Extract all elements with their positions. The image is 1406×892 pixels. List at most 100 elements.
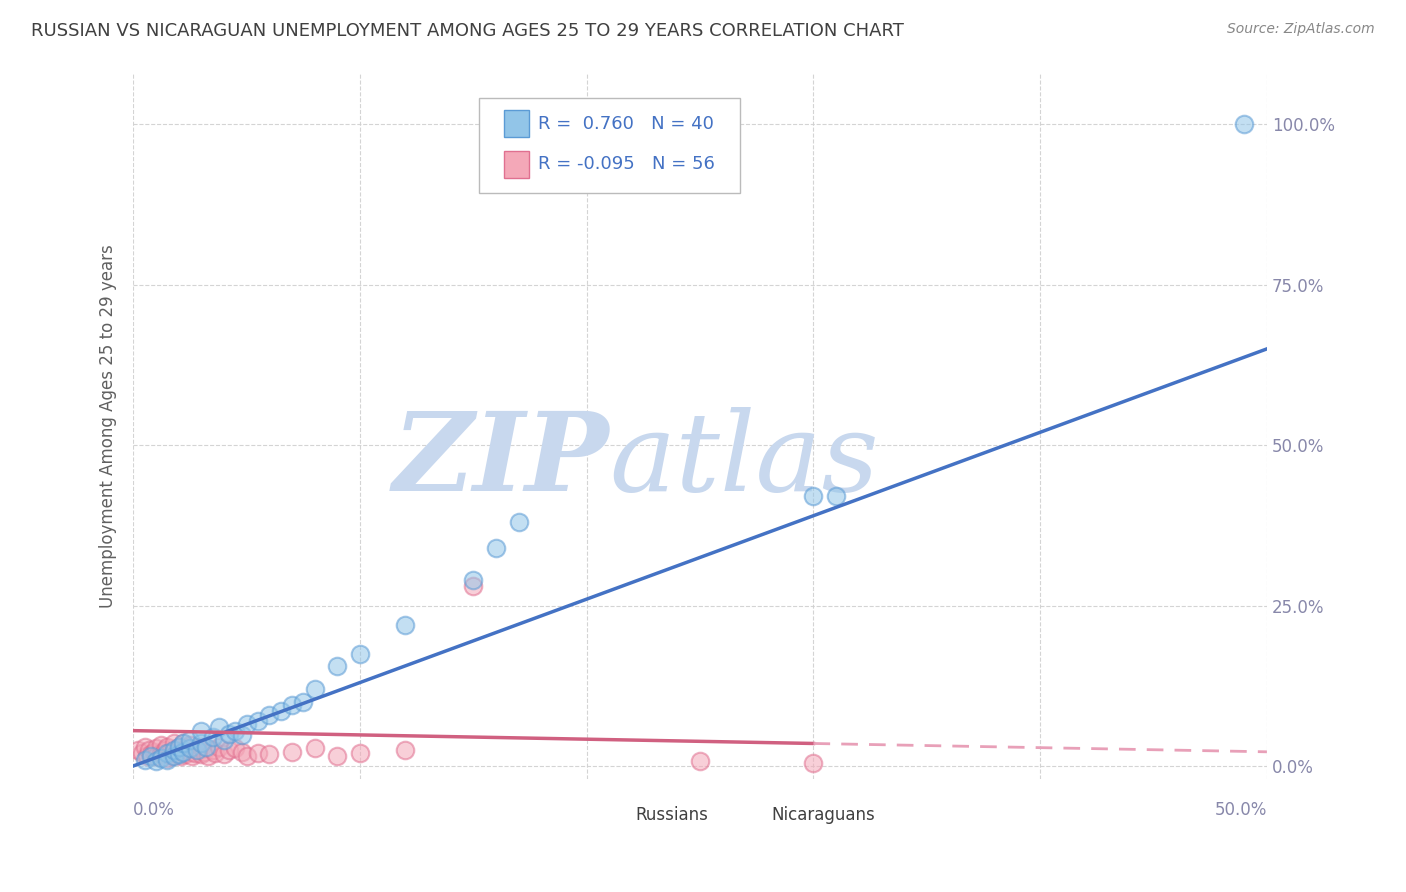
Point (167, 747, 190, 762)
Point (190, 723, 212, 738)
Point (186, 743, 208, 757)
Point (349, 647, 371, 661)
Point (172, 736, 194, 750)
Point (145, 741, 167, 756)
Point (172, 745, 194, 759)
Point (163, 743, 186, 757)
Point (231, 728, 253, 742)
Point (138, 743, 160, 757)
Text: 50.0%: 50.0% (1215, 801, 1267, 819)
Point (508, 515, 530, 529)
Point (186, 741, 208, 756)
Point (145, 749, 167, 764)
Point (141, 749, 163, 764)
Point (179, 741, 201, 756)
Point (231, 745, 253, 759)
Point (224, 741, 246, 756)
Text: atlas: atlas (609, 408, 879, 515)
Point (167, 745, 190, 759)
Point (281, 745, 304, 759)
Point (204, 746, 226, 760)
Point (259, 747, 281, 762)
Point (177, 741, 200, 756)
Point (170, 749, 193, 764)
Point (208, 721, 231, 735)
Point (394, 743, 416, 757)
Point (190, 747, 212, 762)
Point (142, 745, 165, 759)
Point (218, 727, 240, 741)
Point (174, 747, 197, 762)
Point (131, 746, 153, 760)
FancyBboxPatch shape (603, 805, 628, 827)
Point (163, 749, 186, 764)
FancyBboxPatch shape (503, 111, 529, 137)
Point (201, 743, 224, 757)
FancyBboxPatch shape (503, 151, 529, 178)
Point (394, 617, 416, 632)
FancyBboxPatch shape (740, 805, 765, 827)
Text: Source: ZipAtlas.com: Source: ZipAtlas.com (1227, 22, 1375, 37)
Point (349, 746, 371, 760)
Point (247, 714, 270, 728)
Point (326, 659, 349, 673)
Text: ZIP: ZIP (392, 408, 609, 515)
Point (825, 490, 848, 504)
Point (803, 490, 825, 504)
Point (167, 739, 190, 754)
Point (153, 743, 176, 757)
Point (149, 739, 172, 753)
Point (218, 743, 240, 757)
Point (803, 756, 825, 770)
FancyBboxPatch shape (479, 98, 740, 193)
Point (163, 736, 186, 750)
Text: Nicaraguans: Nicaraguans (772, 806, 876, 824)
Point (172, 743, 194, 757)
Point (247, 746, 270, 760)
Text: RUSSIAN VS NICARAGUAN UNEMPLOYMENT AMONG AGES 25 TO 29 YEARS CORRELATION CHART: RUSSIAN VS NICARAGUAN UNEMPLOYMENT AMONG… (31, 22, 904, 40)
Point (179, 739, 201, 753)
Point (193, 745, 215, 759)
Point (304, 741, 326, 756)
Point (326, 749, 349, 764)
Point (1233, 117, 1256, 131)
Y-axis label: Unemployment Among Ages 25 to 29 years: Unemployment Among Ages 25 to 29 years (100, 244, 117, 607)
Point (181, 749, 204, 764)
Point (156, 751, 179, 765)
Point (259, 707, 281, 722)
Point (156, 752, 179, 766)
Point (127, 743, 149, 757)
Point (145, 754, 167, 768)
Point (159, 745, 181, 759)
Point (183, 746, 205, 760)
Point (156, 739, 179, 754)
Point (149, 751, 172, 765)
Point (163, 743, 186, 757)
Text: R =  0.760   N = 40: R = 0.760 N = 40 (538, 115, 714, 133)
Point (190, 739, 212, 754)
Point (270, 705, 292, 719)
Point (208, 739, 231, 754)
Point (235, 749, 257, 764)
Point (172, 736, 194, 750)
Point (167, 739, 190, 754)
Point (160, 749, 183, 764)
Point (152, 747, 174, 762)
Point (224, 723, 246, 738)
Point (463, 579, 485, 593)
Point (281, 698, 304, 712)
Point (134, 752, 156, 766)
Point (141, 747, 163, 762)
Point (304, 681, 326, 696)
Point (201, 730, 224, 744)
Point (194, 739, 217, 754)
Point (165, 747, 187, 762)
Point (190, 736, 212, 750)
Point (156, 746, 179, 760)
Point (149, 746, 172, 760)
Point (235, 717, 257, 731)
Text: 0.0%: 0.0% (134, 801, 176, 819)
Point (134, 739, 156, 754)
Point (212, 733, 235, 747)
Point (463, 573, 485, 587)
